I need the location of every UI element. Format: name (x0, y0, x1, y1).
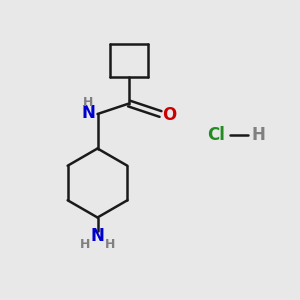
Text: N: N (91, 227, 105, 245)
Text: Cl: Cl (207, 126, 225, 144)
Text: H: H (105, 238, 115, 251)
Text: H: H (83, 96, 94, 109)
Text: H: H (251, 126, 265, 144)
Text: O: O (162, 106, 176, 124)
Text: H: H (80, 238, 90, 251)
Text: N: N (82, 104, 95, 122)
